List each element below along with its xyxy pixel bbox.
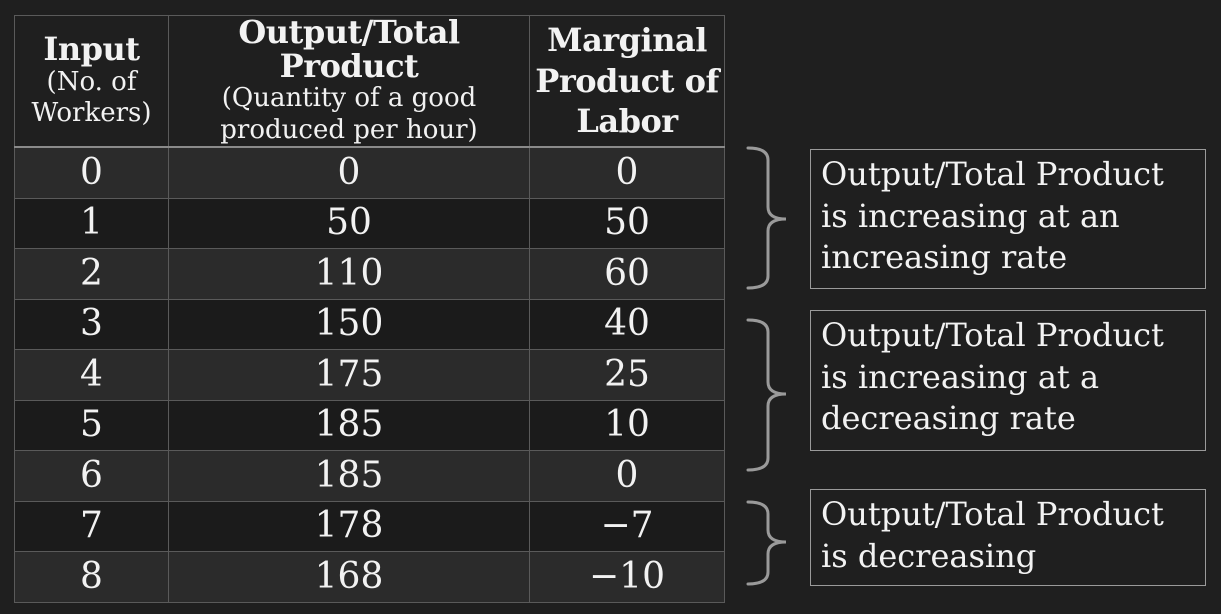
cell-marginal-product: −10 — [529, 551, 725, 603]
cell-marginal-product: 50 — [529, 197, 725, 249]
bracket-decreasing-rate — [746, 318, 787, 472]
table-row: 6 185 0 — [14, 450, 725, 502]
production-table-container: Input (No. of Workers) Output/Total Prod… — [14, 15, 725, 603]
table-row: 7 178 −7 — [14, 500, 725, 552]
table-row: 4 175 25 — [14, 349, 725, 401]
cell-total-product: 110 — [168, 248, 530, 300]
header-output-subtitle-line-2: produced per hour) — [220, 114, 478, 145]
cell-marginal-product: −7 — [529, 500, 725, 552]
table-row: 8 168 −10 — [14, 551, 725, 603]
cell-total-product: 150 — [168, 298, 530, 350]
table-row: 1 50 50 — [14, 197, 725, 249]
header-marginal-line-1: Marginal — [547, 20, 707, 59]
header-output-subtitle-line-1: (Quantity of a good — [221, 83, 477, 114]
table-row: 2 110 60 — [14, 248, 725, 300]
cell-workers: 5 — [14, 399, 169, 451]
cell-workers: 1 — [14, 197, 169, 249]
note-line: is increasing at an — [821, 196, 1120, 235]
note-line: increasing rate — [821, 238, 1068, 277]
note-line: Output/Total Product — [821, 316, 1164, 354]
cell-workers: 2 — [14, 248, 169, 300]
header-output-title: Output/Total Product — [238, 13, 460, 85]
note-line: is increasing at a — [821, 357, 1100, 396]
header-input-subtitle-line-2: Workers) — [31, 97, 152, 128]
cell-marginal-product: 25 — [529, 349, 725, 401]
header-input-subtitle-line-1: (No. of — [46, 66, 137, 97]
header-marginal-product: Marginal Product of Labor — [529, 15, 725, 148]
cell-total-product: 168 — [168, 551, 530, 603]
header-marginal-line-2: Product of — [535, 61, 719, 100]
cell-total-product: 185 — [168, 399, 530, 451]
cell-workers: 6 — [14, 450, 169, 502]
note-increasing-at-increasing-rate: Output/Total Product is increasing at an… — [810, 149, 1206, 289]
note-line: decreasing rate — [821, 399, 1076, 438]
table-row: 0 0 0 — [14, 146, 725, 199]
header-input: Input (No. of Workers) — [14, 15, 169, 148]
cell-workers: 3 — [14, 298, 169, 350]
header-input-title: Input — [43, 30, 140, 69]
production-table: Input (No. of Workers) Output/Total Prod… — [14, 15, 725, 603]
cell-total-product: 50 — [168, 197, 530, 249]
cell-total-product: 178 — [168, 500, 530, 552]
note-increasing-at-decreasing-rate: Output/Total Product is increasing at a … — [810, 310, 1206, 451]
cell-marginal-product: 0 — [529, 450, 725, 502]
header-output: Output/Total Product (Quantity of a good… — [168, 13, 530, 148]
note-line: Output/Total Product — [821, 495, 1164, 533]
cell-total-product: 175 — [168, 349, 530, 401]
bracket-increasing-rate — [746, 146, 787, 290]
note-line: is decreasing — [821, 536, 1037, 575]
cell-workers: 0 — [14, 146, 169, 199]
header-marginal-line-3: Labor — [576, 102, 678, 141]
cell-workers: 4 — [14, 349, 169, 401]
cell-workers: 8 — [14, 551, 169, 603]
note-line: Output/Total Product — [821, 155, 1164, 193]
cell-total-product: 0 — [168, 146, 530, 199]
note-decreasing: Output/Total Product is decreasing — [810, 489, 1206, 586]
cell-workers: 7 — [14, 500, 169, 552]
cell-total-product: 185 — [168, 450, 530, 502]
cell-marginal-product: 10 — [529, 399, 725, 451]
table-header-row: Input (No. of Workers) Output/Total Prod… — [14, 13, 725, 148]
cell-marginal-product: 0 — [529, 146, 725, 199]
table-row: 5 185 10 — [14, 399, 725, 451]
cell-marginal-product: 40 — [529, 298, 725, 350]
bracket-decreasing — [746, 500, 787, 586]
table-row: 3 150 40 — [14, 298, 725, 350]
cell-marginal-product: 60 — [529, 248, 725, 300]
